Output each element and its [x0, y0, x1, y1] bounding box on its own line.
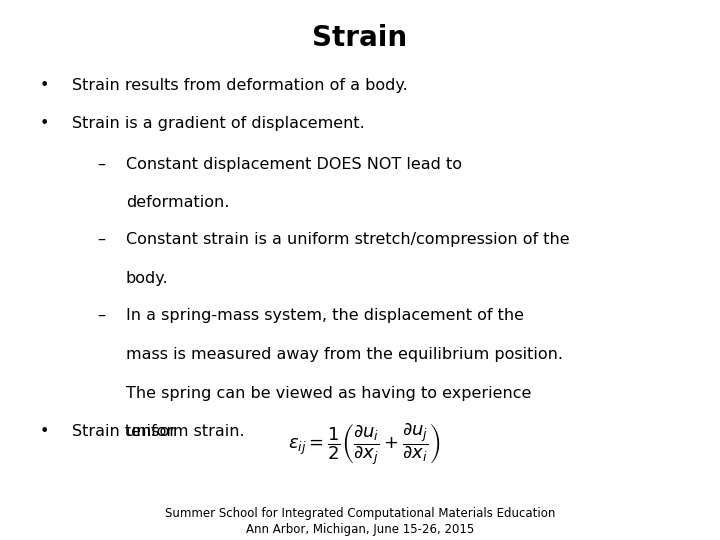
Text: –: –	[97, 157, 105, 172]
Text: Strain is a gradient of displacement.: Strain is a gradient of displacement.	[72, 116, 365, 131]
Text: Constant strain is a uniform stretch/compression of the: Constant strain is a uniform stretch/com…	[126, 232, 570, 247]
Text: –: –	[97, 232, 105, 247]
Text: Summer School for Integrated Computational Materials Education: Summer School for Integrated Computation…	[165, 507, 555, 519]
Text: In a spring-mass system, the displacement of the: In a spring-mass system, the displacemen…	[126, 308, 524, 323]
Text: •: •	[40, 78, 49, 93]
Text: The spring can be viewed as having to experience: The spring can be viewed as having to ex…	[126, 386, 531, 401]
Text: body.: body.	[126, 271, 168, 286]
Text: mass is measured away from the equilibrium position.: mass is measured away from the equilibri…	[126, 347, 563, 362]
Text: •: •	[40, 116, 49, 131]
Text: deformation.: deformation.	[126, 195, 230, 211]
Text: Ann Arbor, Michigan, June 15-26, 2015: Ann Arbor, Michigan, June 15-26, 2015	[246, 523, 474, 536]
Text: Strain: Strain	[312, 24, 408, 52]
Text: –: –	[97, 308, 105, 323]
Text: Constant displacement DOES NOT lead to: Constant displacement DOES NOT lead to	[126, 157, 462, 172]
Text: uniform strain.: uniform strain.	[126, 424, 245, 440]
Text: Strain tensor: Strain tensor	[72, 424, 176, 439]
Text: •: •	[40, 424, 49, 439]
Text: Strain results from deformation of a body.: Strain results from deformation of a bod…	[72, 78, 408, 93]
Text: $\varepsilon_{ij} = \dfrac{1}{2}\left(\dfrac{\partial u_i}{\partial x_j} + \dfra: $\varepsilon_{ij} = \dfrac{1}{2}\left(\d…	[288, 421, 441, 467]
